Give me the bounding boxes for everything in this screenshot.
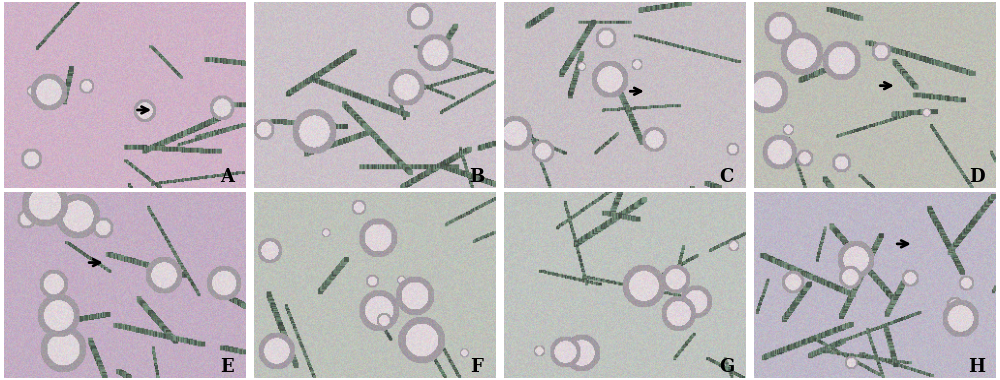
- Text: A: A: [220, 168, 234, 186]
- Text: H: H: [968, 358, 985, 376]
- Text: F: F: [470, 358, 483, 376]
- Text: E: E: [220, 358, 233, 376]
- Text: B: B: [469, 168, 484, 186]
- Text: C: C: [719, 168, 734, 186]
- Text: G: G: [719, 358, 734, 376]
- Text: D: D: [969, 168, 984, 186]
